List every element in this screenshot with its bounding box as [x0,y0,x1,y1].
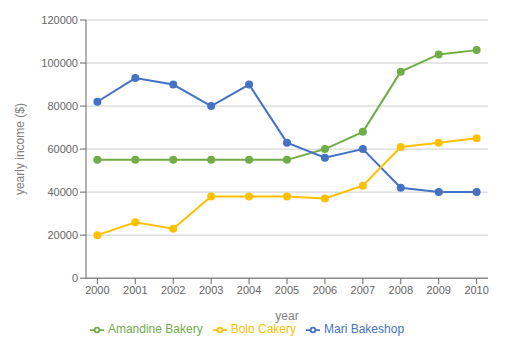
svg-text:100000: 100000 [41,57,78,69]
svg-text:120000: 120000 [41,14,78,26]
svg-text:2003: 2003 [199,284,223,296]
svg-text:yearly income ($): yearly income ($) [13,103,27,195]
svg-text:2002: 2002 [161,284,185,296]
svg-text:2009: 2009 [426,284,450,296]
svg-text:2001: 2001 [123,284,147,296]
svg-text:2000: 2000 [85,284,109,296]
html-text:Mari Bakeshop: Mari Bakeshop [324,322,405,337]
svg-text:2004: 2004 [237,284,261,296]
svg-text:60000: 60000 [47,143,78,155]
svg-text:0: 0 [72,272,78,284]
svg-text:2006: 2006 [313,284,337,296]
html-text:Bolo Cakery: Bolo Cakery [230,322,296,337]
svg-text:40000: 40000 [47,186,78,198]
svg-text:80000: 80000 [47,100,78,112]
svg-text:year: year [275,309,298,323]
svg-text:20000: 20000 [47,229,78,241]
svg-text:2008: 2008 [389,284,413,296]
html-text:Amandine Bakery: Amandine Bakery [107,322,203,337]
svg-text:2010: 2010 [464,284,488,296]
svg-text:2007: 2007 [351,284,375,296]
svg-text:2005: 2005 [275,284,299,296]
